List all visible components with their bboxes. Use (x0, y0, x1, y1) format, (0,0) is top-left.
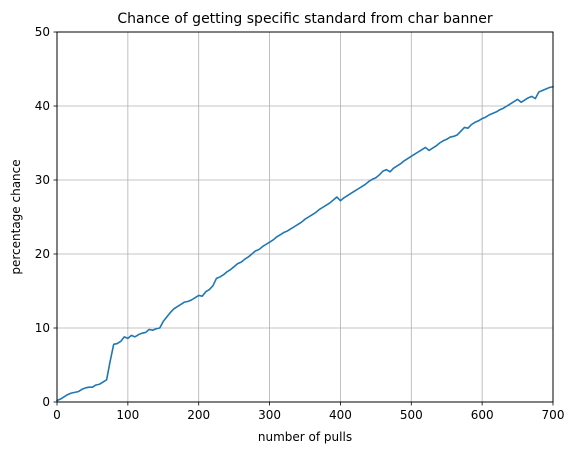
x-tick-label: 0 (53, 408, 61, 422)
y-tick-label: 10 (35, 321, 50, 335)
x-tick-label: 500 (400, 408, 423, 422)
y-tick-label: 30 (35, 173, 50, 187)
series-line-0 (56, 85, 554, 402)
axes-frame (56, 31, 554, 403)
y-tick-label: 50 (35, 25, 50, 39)
y-tick-label: 0 (42, 395, 50, 409)
x-tick-label: 300 (258, 408, 281, 422)
x-tick-label: 600 (471, 408, 494, 422)
x-axis-label: number of pulls (258, 430, 352, 444)
y-tick-label: 40 (35, 99, 50, 113)
axis-ticks: 0 100 200 300 400 500 600 700 0 10 20 30 40 50 (35, 25, 565, 422)
x-tick-label: 100 (116, 408, 139, 422)
y-tick-label: 20 (35, 247, 50, 261)
series-lines (56, 85, 554, 402)
x-tick-label: 700 (542, 408, 565, 422)
x-tick-label: 200 (187, 408, 210, 422)
y-axis-label: percentage chance (9, 159, 23, 274)
x-tick-label: 400 (329, 408, 352, 422)
chart-title: Chance of getting specific standard from… (117, 11, 492, 27)
